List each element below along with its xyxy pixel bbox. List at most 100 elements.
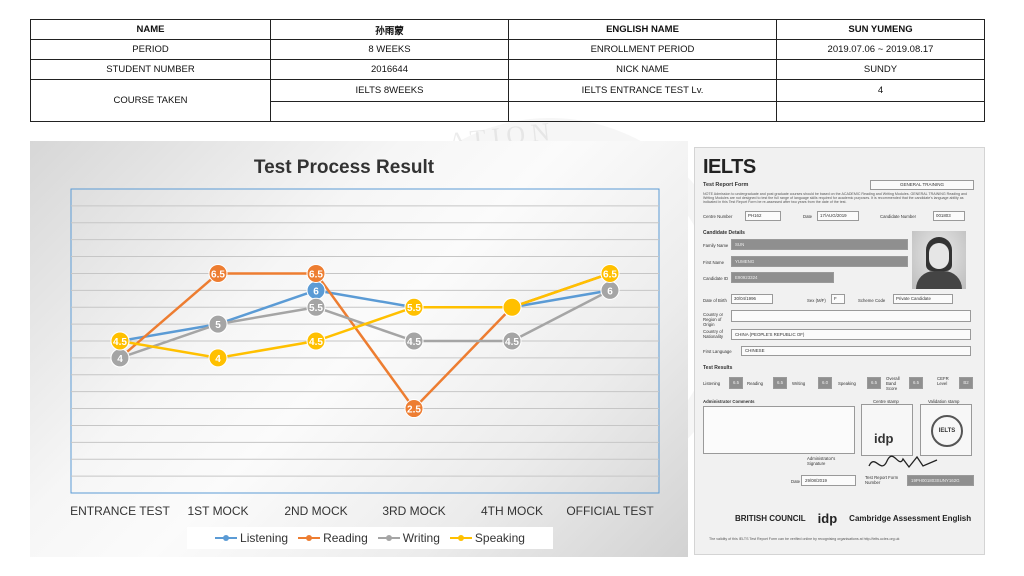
family-name-value: SUN [731, 239, 908, 250]
chart-legend: Listening Reading Writing Speaking [187, 527, 553, 549]
date-label: Date [803, 214, 813, 219]
data-point-speaking [306, 331, 326, 351]
period-value: 8 WEEKS [270, 39, 509, 60]
date-value: 17/AUG/2019 [817, 211, 859, 221]
data-label: 5.5 [309, 303, 323, 314]
partner-logos: BRITISH COUNCIL idp Cambridge Assessment… [735, 511, 971, 526]
data-label: 4.5 [505, 337, 519, 348]
listening-score: 6.5 [729, 377, 743, 389]
series-line-listening [119, 289, 611, 343]
country-region-value [731, 310, 971, 322]
listening-label: Listening [703, 381, 721, 386]
series-line-speaking [119, 272, 611, 360]
student-number-value: 2016644 [270, 59, 509, 80]
dob-label: Date of Birth [703, 298, 727, 303]
table-row: COURSE TAKEN IELTS 8WEEKS IELTS ENTRANCE… [30, 79, 985, 122]
reading-label: Reading [747, 381, 764, 386]
table-row: NAME 孙雨蒙 ENGLISH NAME SUN YUMENG [30, 19, 985, 40]
candidate-id-value: E90923324 [731, 272, 834, 283]
sex-label: Sex (M/F) [807, 298, 826, 303]
trf-label: Test Report Form Number [865, 475, 899, 485]
first-name-label: First Name [703, 260, 725, 265]
empty-cell [776, 101, 985, 122]
data-label: 4 [117, 354, 123, 365]
centre-stamp: idp [861, 404, 913, 456]
entrance-test-level-label: IELTS ENTRANCE TEST Lv. [508, 79, 777, 102]
test-results-heading: Test Results [703, 365, 733, 371]
legend-swatch [215, 533, 238, 543]
nick-name-label: NICK NAME [508, 59, 777, 80]
cefr-level: B2 [959, 377, 973, 389]
report-form-title: Test Report Form [703, 182, 749, 188]
centre-stamp-label: Centre stamp [873, 399, 899, 404]
legend-label: Reading [323, 531, 368, 545]
data-label: 5 [215, 320, 221, 331]
admin-comments-box [703, 406, 855, 454]
data-point-speaking [110, 331, 130, 351]
writing-label: Writing [792, 381, 806, 386]
nick-name-value: SUNDY [776, 59, 985, 80]
writing-score: 6.0 [818, 377, 832, 389]
legend-item-writing: Writing [377, 531, 440, 545]
candidate-id-label: Candidate ID [703, 276, 729, 281]
english-name-value: SUN YUMENG [776, 19, 985, 40]
x-tick-label: 3RD MOCK [382, 504, 445, 518]
period-label: PERIOD [30, 39, 271, 60]
family-name-label: Family Name [703, 243, 729, 248]
validation-stamp-label: Validation stamp [928, 399, 960, 404]
data-point-speaking [502, 297, 522, 317]
data-label: 6 [607, 286, 613, 297]
candidate-number-label: Candidate Number [880, 214, 917, 219]
data-point-reading [404, 399, 424, 419]
centre-number-label: Centre Number [703, 214, 733, 219]
student-info-table: NAME 孙雨蒙 ENGLISH NAME SUN YUMENG PERIOD … [30, 19, 985, 122]
scheme-code-value: Private Candidate [893, 294, 953, 304]
idp-stamp-text: idp [874, 431, 894, 446]
nationality-label: Country of Nationality [703, 329, 724, 339]
data-label: 6.5 [603, 269, 617, 280]
cambridge-logo: Cambridge Assessment English [849, 514, 972, 523]
first-name-value: YUMENG [731, 256, 908, 267]
validation-stamp: IELTS [920, 404, 972, 456]
data-point-writing [404, 331, 424, 351]
report-date-value: 29/08/2019 [801, 475, 856, 486]
candidate-photo [912, 231, 966, 289]
legend-swatch [449, 533, 472, 543]
data-label: 6.5 [309, 269, 323, 280]
trf-number: 19PH001803SUNY162G [907, 475, 974, 486]
admin-comments-label: Administrator Comments [703, 399, 755, 404]
x-tick-label: ENTRANCE TEST [70, 504, 170, 518]
candidate-details-heading: Candidate Details [703, 230, 745, 236]
enrollment-period-label: ENROLLMENT PERIOD [508, 39, 777, 60]
ielts-report-image: IELTS Test Report Form GENERAL TRAINING … [694, 147, 985, 555]
centre-number-value: PH162 [745, 211, 781, 221]
legend-item-reading: Reading [298, 531, 368, 545]
student-number-label: STUDENT NUMBER [30, 59, 271, 80]
signature-label: Administrator's Signature [807, 456, 836, 466]
chart-panel: Test Process Result ENTRANCE TEST 1ST MOC… [30, 141, 688, 557]
report-date-label: Date [791, 479, 801, 484]
first-language-value: CHINESE [741, 346, 971, 356]
legend-label: Writing [402, 531, 440, 545]
legend-swatch [377, 533, 400, 543]
data-point-reading [306, 263, 326, 283]
data-label: 6 [313, 286, 319, 297]
english-name-label: ENGLISH NAME [508, 19, 777, 40]
reading-score: 6.5 [773, 377, 787, 389]
legend-label: Listening [240, 531, 289, 545]
table-row [31, 101, 985, 122]
course-taken-value: IELTS 8WEEKS [270, 79, 509, 102]
report-footer: The validity of this IELTS Test Report F… [709, 537, 900, 541]
enrollment-period-value: 2019.07.06 ~ 2019.08.17 [776, 39, 985, 60]
x-tick-label: 4TH MOCK [481, 504, 543, 518]
data-point-writing [208, 314, 228, 334]
data-label: 4.5 [309, 337, 323, 348]
data-label: 6.5 [211, 269, 225, 280]
cefr-label: CEFR Level [937, 376, 949, 386]
data-label: 5.5 [407, 303, 421, 314]
data-point-writing [502, 331, 522, 351]
speaking-score: 6.5 [867, 377, 881, 389]
x-tick-label: OFFICIAL TEST [566, 504, 654, 518]
british-council-logo: BRITISH COUNCIL [735, 514, 806, 523]
data-label: 4.5 [407, 337, 421, 348]
